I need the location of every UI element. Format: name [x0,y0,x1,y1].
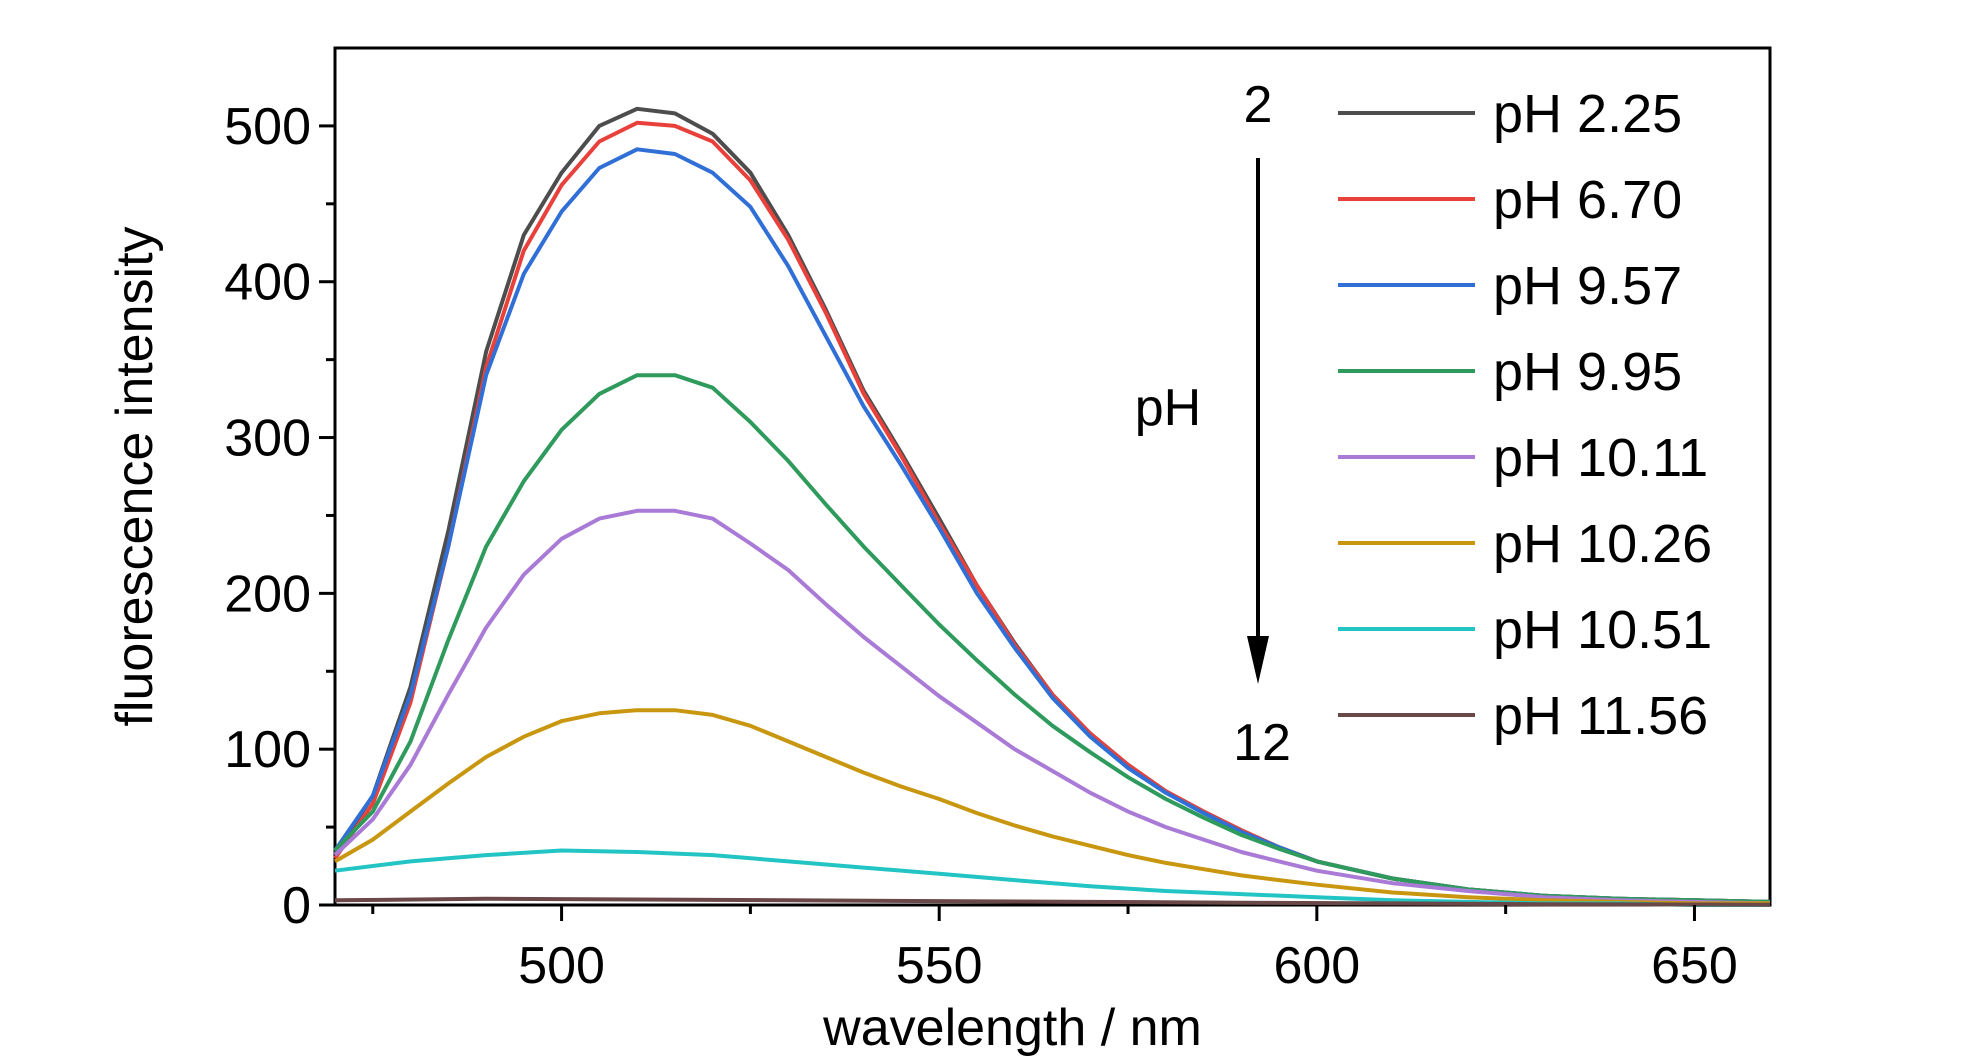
annotation-end: 12 [1233,714,1291,772]
x-tick-label: 650 [1651,937,1738,995]
legend-label: pH 2.25 [1493,84,1682,144]
annotation-label: pH [1135,379,1201,437]
series-line-5 [334,708,1770,906]
legend-label: pH 10.26 [1493,514,1712,574]
x-axis-label: wavelength / nm [822,999,1202,1057]
plot-frame [333,46,1772,907]
y-tick-label: 100 [224,721,311,779]
y-tick-label: 400 [224,254,311,312]
y-tick-label: 300 [224,410,311,468]
series-line-1 [333,120,1771,904]
legend-label: pH 9.57 [1493,256,1682,316]
y-tick-label: 0 [282,877,311,935]
x-tick-label: 500 [518,937,605,995]
arrow-head [1247,636,1269,684]
series-line-3 [333,373,1771,904]
series-line-7 [334,896,1771,907]
annotation-start: 2 [1244,76,1273,134]
legend-label: pH 9.95 [1493,342,1682,402]
ph-annotation: 2 pH 12 [1135,76,1291,772]
series-line-4 [333,508,1771,906]
y-axis-label: fluorescence intensity [106,226,164,726]
y-tick-label: 500 [224,98,311,156]
x-tick-label: 550 [896,937,983,995]
legend-label: pH 10.11 [1493,428,1708,488]
legend-label: pH 11.56 [1493,686,1708,746]
x-tick-label: 600 [1273,937,1360,995]
legend-label: pH 10.51 [1493,600,1712,660]
legend: pH 2.25 pH 6.70 pH 9.57 pH 9.95 pH 10.11 pH 1… [1338,84,1712,746]
y-tick-label: 200 [224,565,311,623]
legend-label: pH 6.70 [1493,170,1682,230]
series-lines [333,106,1771,907]
